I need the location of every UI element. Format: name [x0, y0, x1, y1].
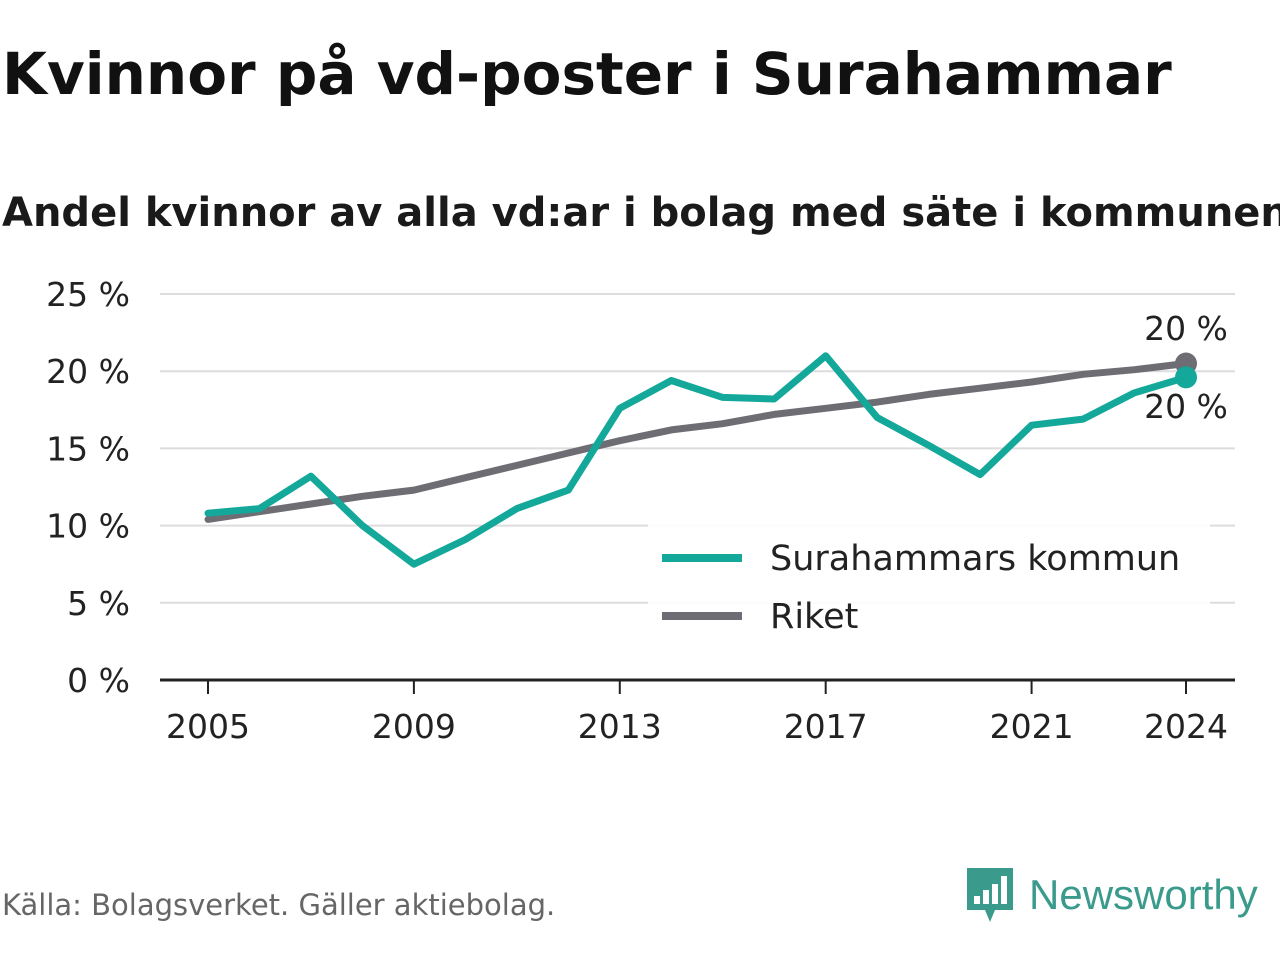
x-tick-label: 2009	[372, 707, 456, 746]
y-tick-label: 15 %	[46, 429, 130, 468]
brand-name: Newsworthy	[1029, 871, 1258, 918]
end-label-riket: 20 %	[1144, 309, 1228, 348]
line-chart: 0 %5 %10 %15 %20 %25 % 2005 2009 2013 2017 2…	[46, 275, 1235, 746]
x-tick-label: 2005	[166, 707, 250, 746]
legend-label: Surahammars kommun	[770, 539, 1180, 579]
page-title: Kvinnor på vd-poster i Surahammar	[2, 40, 1172, 108]
newsworthy-icon	[967, 868, 1013, 922]
legend-background	[648, 524, 1210, 644]
y-tick-label: 0 %	[67, 661, 130, 700]
y-tick-label: 5 %	[67, 584, 130, 623]
x-tick-label: 2013	[578, 707, 662, 746]
y-axis-ticks: 0 % 5 % 10 % 15 % 20 % 25 %	[46, 275, 130, 700]
series-line-surahammar	[204, 352, 1190, 568]
brand-logo: Newsworthy	[965, 865, 1258, 925]
x-tick-label: 2017	[784, 707, 868, 746]
legend-label: Riket	[770, 597, 858, 637]
chart-subtitle: Andel kvinnor av alla vd:ar i bolag med …	[2, 190, 1280, 236]
x-axis: 2005 2009 2013 2017 2021 2024	[160, 678, 1235, 746]
source-note: Källa: Bolagsverket. Gäller aktiebolag.	[2, 888, 556, 922]
y-tick-label: 20 %	[46, 352, 130, 391]
x-tick-label: 2021	[990, 707, 1074, 746]
y-tick-label: 25 %	[46, 275, 130, 314]
end-label-surahammar: 20 %	[1144, 387, 1228, 426]
series-line-riket	[204, 360, 1190, 523]
legend: Surahammars kommun Riket	[648, 524, 1210, 644]
series-lines	[204, 352, 1197, 568]
y-tick-label: 10 %	[46, 507, 130, 546]
x-tick-label: 2024	[1144, 707, 1228, 746]
end-point-surahammar	[1175, 366, 1197, 389]
end-labels: 20 % 20 %	[1144, 309, 1228, 426]
